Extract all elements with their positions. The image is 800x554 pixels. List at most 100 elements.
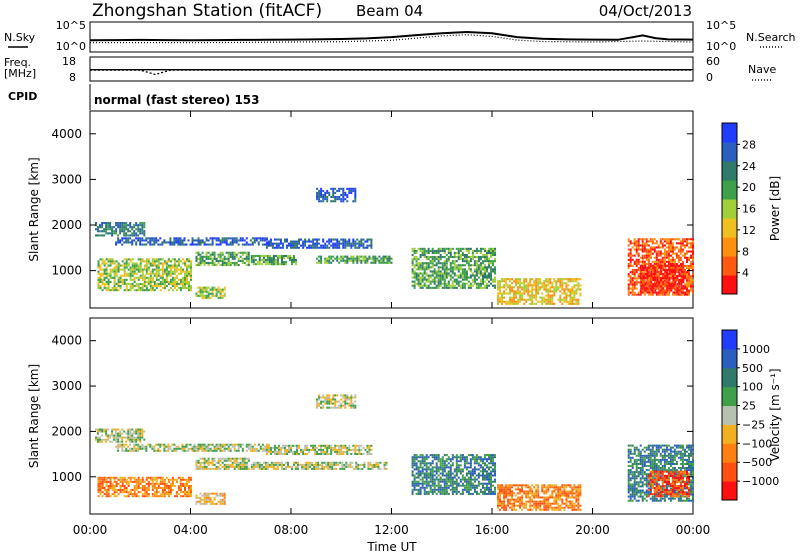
power-echo-cell [127, 241, 130, 244]
power-echo-cell [254, 263, 257, 266]
velocity-echo-cell [129, 436, 132, 439]
velocity-echo-cell [427, 476, 430, 479]
power-echo-cell [191, 241, 194, 244]
power-echo-cell [547, 288, 550, 291]
power-echo-cell [316, 238, 319, 241]
velocity-echo-cell [211, 449, 214, 452]
power-echo-cell [665, 246, 668, 249]
velocity-echo-cell [167, 443, 170, 446]
velocity-echo-cell [199, 496, 202, 499]
velocity-echo-cell [433, 478, 436, 481]
power-echo-cell [575, 280, 578, 283]
velocity-echo-cell [325, 463, 328, 466]
power-echo-cell [249, 243, 252, 246]
velocity-echo-cell [151, 445, 154, 448]
power-echo-cell [151, 272, 154, 275]
power-echo-cell [659, 293, 662, 296]
velocity-echo-cell [173, 495, 176, 498]
velocity-echo-cell [243, 461, 246, 464]
power-echo-cell [555, 290, 558, 293]
power-echo-cell [677, 254, 680, 257]
power-echo-cell [274, 259, 277, 262]
power-echo-cell [109, 224, 112, 227]
power-echo-cell [105, 226, 108, 229]
power-echo-cell [637, 262, 640, 265]
velocity-echo-cell [326, 394, 329, 397]
power-echo-cell [229, 253, 232, 256]
power-echo-cell [298, 240, 300, 243]
power-echo-cell [320, 200, 323, 203]
velocity-echo-cell [219, 502, 222, 505]
power-echo-cell [666, 285, 669, 288]
velocity-echo-cell [105, 438, 108, 441]
power-echo-cell [673, 246, 676, 249]
velocity-echo-cell [115, 445, 118, 448]
power-echo-cell [469, 258, 472, 261]
velocity-echo-cell [421, 470, 424, 473]
power-echo-cell [657, 258, 660, 261]
power-echo-cell [123, 282, 126, 285]
power-echo-cell [111, 268, 114, 271]
velocity-echo-cell [243, 463, 246, 466]
velocity-echo-cell [336, 448, 339, 451]
power-echo-cell [453, 274, 456, 277]
power-echo-cell [653, 256, 656, 259]
power-echo-cell [467, 276, 470, 279]
power-echo-cell [256, 261, 259, 264]
velocity-echo-cell [127, 495, 130, 498]
power-echo-cell [559, 290, 562, 293]
velocity-echo-cell [320, 450, 323, 453]
power-echo-cell [119, 268, 122, 271]
velocity-echo-cell [135, 443, 138, 446]
power-echo-cell [191, 243, 194, 246]
velocity-echo-cell [355, 463, 358, 466]
velocity-echo-cell [211, 492, 214, 495]
velocity-echo-cell [283, 463, 285, 466]
power-echo-cell [657, 279, 660, 282]
power-echo-cell [286, 238, 288, 241]
power-echo-cell [316, 187, 319, 190]
power-echo-cell [425, 258, 428, 261]
velocity-echo-cell [371, 465, 374, 468]
power-echo-cell [662, 291, 665, 294]
velocity-echo-cell [121, 449, 124, 452]
velocity-echo-cell [107, 487, 110, 489]
velocity-echo-cell [334, 402, 337, 405]
velocity-echo-cell [219, 463, 222, 466]
power-echo-cell [661, 285, 664, 288]
power-echo-cell [631, 242, 634, 245]
power-echo-cell [453, 256, 456, 259]
velocity-echo-cell [326, 450, 329, 453]
power-echo-cell [362, 244, 365, 247]
power-echo-cell [433, 260, 436, 263]
power-echo-cell [314, 246, 317, 249]
power-echo-cell [227, 237, 230, 240]
velocity-echo-cell [209, 492, 212, 495]
velocity-echo-cell [127, 432, 130, 435]
power-echo-cell [269, 240, 272, 243]
power-echo-cell [682, 272, 685, 275]
power-echo-cell [225, 237, 228, 240]
power-echo-cell [475, 282, 478, 285]
power-echo-cell [668, 285, 671, 288]
power-echo-cell [131, 282, 134, 285]
power-echo-cell [661, 252, 664, 255]
power-echo-cell [360, 244, 363, 247]
power-echo-cell [147, 268, 150, 271]
power-echo-cell [415, 262, 418, 265]
power-echo-cell [213, 261, 216, 264]
velocity-echo-cell [211, 500, 214, 503]
velocity-echo-cell [221, 449, 224, 452]
velocity-echo-cell [107, 493, 110, 496]
velocity-echo-cell [183, 447, 186, 450]
power-echo-cell [101, 222, 104, 225]
velocity-echo-cell [363, 465, 366, 468]
velocity-echo-cell [219, 492, 222, 495]
power-echo-cell [125, 234, 128, 237]
velocity-echo-cell [159, 480, 162, 483]
power-echo-cell [141, 232, 144, 235]
power-echo-cell [105, 274, 108, 277]
velocity-echo-cell [155, 449, 158, 452]
power-echo-cell [171, 276, 174, 279]
velocity-echo-cell [163, 482, 166, 485]
